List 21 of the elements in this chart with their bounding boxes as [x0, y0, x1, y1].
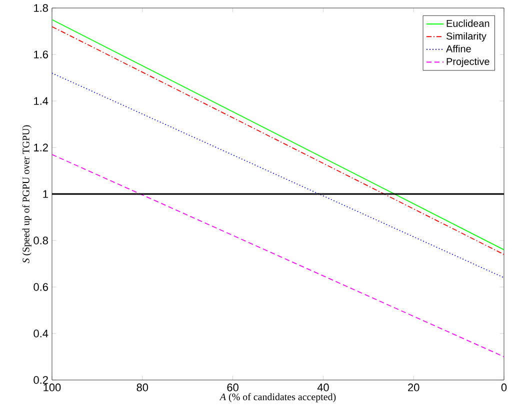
- y-tick-label: 0.8: [34, 236, 48, 244]
- legend-label: Affine: [446, 45, 471, 52]
- x-tick-label: 40: [317, 384, 329, 392]
- x-tick-label: 0: [501, 384, 507, 392]
- x-tick-label: 20: [408, 384, 420, 392]
- legend-label: Projective: [446, 58, 490, 67]
- y-tick-label: 1.2: [34, 144, 48, 152]
- y-tick-label: 1: [43, 190, 48, 198]
- y-tick-label: 1.4: [34, 97, 48, 105]
- y-tick-label: 0.4: [34, 330, 48, 338]
- y-tick-label: 0.6: [34, 283, 48, 291]
- legend-label: Euclidean: [446, 20, 490, 27]
- x-tick-label: 100: [44, 384, 61, 392]
- legend-label: Similarity: [446, 32, 486, 42]
- y-tick-label: 0.2: [34, 376, 48, 384]
- x-tick-label: 60: [227, 384, 238, 392]
- y-axis-title: S (Speed up of PGPU over TGPU): [22, 125, 32, 264]
- x-axis-title: A (% of candidates accepted): [219, 393, 336, 402]
- y-tick-label: 1.8: [34, 4, 48, 12]
- y-tick-label: 1.6: [34, 50, 48, 58]
- x-tick-label: 80: [136, 384, 148, 392]
